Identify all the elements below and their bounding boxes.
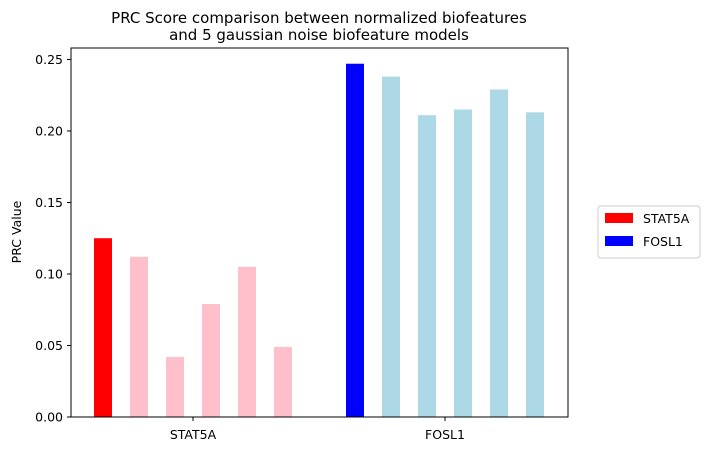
y-tick-label: 0.25 xyxy=(35,52,63,67)
y-tick-label: 0.00 xyxy=(35,410,63,425)
plot-frame xyxy=(70,47,569,418)
legend: STAT5A FOSL1 xyxy=(597,205,701,259)
bar-stat5a-noise-3 xyxy=(202,304,220,417)
bar-fosl1-noise-3 xyxy=(454,109,472,417)
y-tick-label: 0.10 xyxy=(35,266,63,281)
bar-stat5a-noise-4 xyxy=(238,266,256,417)
x-tick-label-stat5a: STAT5A xyxy=(170,427,217,442)
bar-stat5a-noise-1 xyxy=(130,256,148,417)
legend-swatch-stat5a xyxy=(605,213,633,223)
legend-label-stat5a: STAT5A xyxy=(643,211,690,226)
bar-stat5a-noise-5 xyxy=(274,346,292,417)
bars-group xyxy=(94,63,544,418)
y-tick-label: 0.20 xyxy=(35,123,63,138)
chart-title-line-1: PRC Score comparison between normalized … xyxy=(111,9,527,27)
y-axis: 0.00 0.05 0.10 0.15 0.20 0.25 xyxy=(35,52,71,425)
chart-title-line-2: and 5 gaussian noise biofeature models xyxy=(169,26,469,44)
y-tick-label: 0.05 xyxy=(35,338,63,353)
bar-fosl1-noise-4 xyxy=(490,89,508,417)
y-tick-label: 0.15 xyxy=(35,195,63,210)
bar-fosl1-noise-2 xyxy=(418,115,436,417)
legend-swatch-fosl1 xyxy=(605,236,633,246)
bar-fosl1-noise-1 xyxy=(382,76,400,418)
bar-fosl1-noise-5 xyxy=(526,112,544,417)
legend-label-fosl1: FOSL1 xyxy=(643,234,683,249)
bar-stat5a-noise-2 xyxy=(166,356,184,417)
bar-stat5a-normalized xyxy=(94,238,112,417)
bar-fosl1-normalized xyxy=(346,63,364,418)
y-axis-label: PRC Value xyxy=(9,200,24,263)
x-axis: STAT5A FOSL1 xyxy=(170,417,465,442)
x-tick-label-fosl1: FOSL1 xyxy=(425,427,465,442)
